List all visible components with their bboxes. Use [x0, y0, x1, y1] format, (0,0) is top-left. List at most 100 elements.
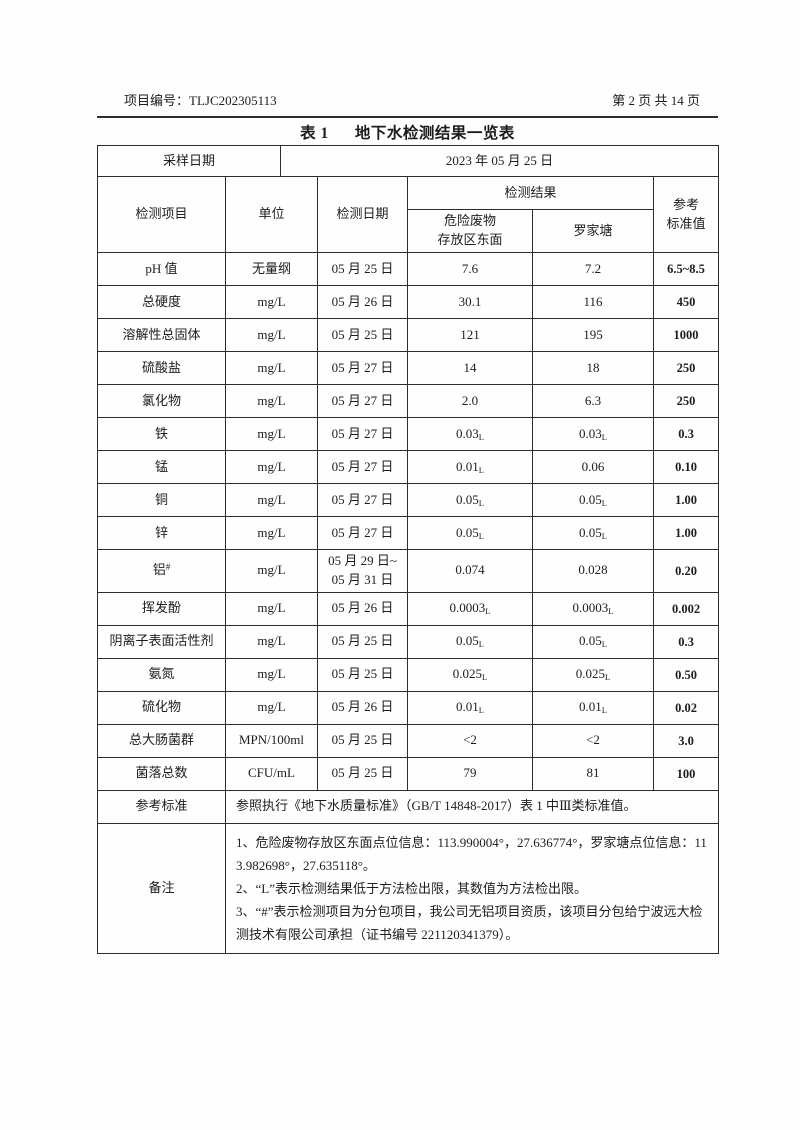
- standard-cell: 1.00: [653, 483, 720, 517]
- below-limit-flag: L: [601, 530, 607, 541]
- unit-cell: mg/L: [225, 690, 318, 725]
- reference-standard-label: 参考标准: [97, 789, 226, 824]
- notes-label: 备注: [97, 822, 226, 955]
- header-row-sites: 危险废物 存放区东面 罗家塘: [98, 209, 719, 253]
- result-site2-cell: 195: [531, 318, 655, 352]
- table-row: 菌落总数 CFU/mL 05 月 25 日 79 81 100: [97, 756, 720, 791]
- unit-cell: CFU/mL: [225, 756, 318, 791]
- standard-cell: 0.3: [653, 624, 720, 659]
- table-title-text: 地下水检测结果一览表: [354, 125, 515, 142]
- below-limit-flag: L: [482, 672, 488, 683]
- below-limit-flag: L: [478, 464, 484, 475]
- result-site1-cell: 0.074: [407, 549, 533, 593]
- table-row: 氨氮 mg/L 05 月 25 日 0.025L 0.025L 0.50: [97, 657, 720, 692]
- table-number: 表 1: [300, 125, 329, 142]
- date-cell: 05 月 25 日: [317, 252, 408, 286]
- date-cell: 05 月 27 日: [317, 516, 408, 550]
- result-site1-cell: 0.01L: [407, 690, 533, 725]
- table-row: 硫化物 mg/L 05 月 26 日 0.01L 0.01L 0.02: [97, 690, 720, 725]
- result-site2-cell: 0.0003L: [531, 591, 655, 626]
- param-name-cell: 菌落总数: [97, 756, 226, 791]
- header-site1: 危险废物 存放区东面: [407, 209, 533, 253]
- standard-cell: 0.002: [653, 591, 720, 626]
- date-cell: 05 月 25 日: [317, 318, 408, 352]
- param-name-cell: 总硬度: [97, 285, 226, 319]
- result-site2-cell: <2: [531, 723, 655, 758]
- standard-cell: 250: [653, 351, 720, 385]
- subcontract-mark: #: [165, 562, 171, 573]
- result-site1-cell: 0.03L: [407, 417, 533, 451]
- table-row: 阴离子表面活性剂 mg/L 05 月 25 日 0.05L 0.05L 0.3: [97, 624, 720, 659]
- unit-cell: mg/L: [225, 624, 318, 659]
- notes-content: 1、危险废物存放区东面点位信息：113.990004°，27.636774°，罗…: [225, 822, 719, 955]
- header-standard-line2: 标准值: [666, 215, 706, 231]
- header-date: 检测日期: [317, 176, 408, 253]
- unit-cell: mg/L: [225, 591, 318, 626]
- below-limit-flag: L: [485, 606, 491, 617]
- result-site2-cell: 0.06: [531, 450, 655, 484]
- param-name-cell: 溶解性总固体: [97, 318, 226, 352]
- document-title: 表 1 地下水检测结果一览表: [97, 118, 718, 145]
- standard-cell: 450: [653, 285, 720, 319]
- result-site2-cell: 0.025L: [531, 657, 655, 692]
- page-indicator: 第 2 页 共 14 页: [612, 93, 700, 108]
- table-row: pH 值 无量纲 05 月 25 日 7.6 7.2 6.5~8.5: [97, 252, 720, 286]
- result-site1-cell: 79: [407, 756, 533, 791]
- table-row: 锌 mg/L 05 月 27 日 0.05L 0.05L 1.00: [97, 516, 720, 550]
- date-cell: 05 月 27 日: [317, 483, 408, 517]
- header-unit: 单位: [225, 176, 318, 253]
- result-site1-cell: 0.05L: [407, 516, 533, 550]
- result-site1-cell: 0.05L: [407, 483, 533, 517]
- param-name-cell: 挥发酚: [97, 591, 226, 626]
- result-site1-cell: 0.025L: [407, 657, 533, 692]
- date-cell: 05 月 26 日: [317, 690, 408, 725]
- param-name-cell: 氯化物: [97, 384, 226, 418]
- notes-row: 备注 1、危险废物存放区东面点位信息：113.990004°，27.636774…: [97, 822, 719, 955]
- param-name-cell: 铝#: [97, 549, 226, 593]
- date-cell: 05 月 26 日: [317, 285, 408, 319]
- sampling-date-label: 采样日期: [97, 145, 281, 177]
- date-cell: 05 月 25 日: [317, 624, 408, 659]
- result-site1-cell: 14: [407, 351, 533, 385]
- standard-cell: 1000: [653, 318, 720, 352]
- header-site2: 罗家塘: [531, 209, 655, 253]
- table-row: 氯化物 mg/L 05 月 27 日 2.0 6.3 250: [97, 384, 720, 418]
- table-row: 铁 mg/L 05 月 27 日 0.03L 0.03L 0.3: [97, 417, 720, 451]
- sampling-date-row: 采样日期 2023 年 05 月 25 日: [97, 145, 719, 177]
- standard-cell: 1.00: [653, 516, 720, 550]
- results-table: 检测项目 单位 检测日期 检测结果 参考 标准值 危险废物 存放区东面 罗家塘 …: [97, 176, 720, 791]
- result-site1-cell: 7.6: [407, 252, 533, 286]
- param-name-cell: pH 值: [97, 252, 226, 286]
- header-standard: 参考 标准值: [653, 176, 720, 253]
- unit-cell: mg/L: [225, 318, 318, 352]
- result-site1-cell: 0.0003L: [407, 591, 533, 626]
- table-row: 溶解性总固体 mg/L 05 月 25 日 121 195 1000: [97, 318, 720, 352]
- header-result-group: 检测结果: [406, 176, 655, 210]
- table-row: 总硬度 mg/L 05 月 26 日 30.1 116 450: [97, 285, 720, 319]
- standard-cell: 0.50: [653, 657, 720, 692]
- header-site1-line2: 存放区东面: [437, 232, 503, 247]
- result-site2-cell: 0.05L: [531, 516, 655, 550]
- date-cell: 05 月 27 日: [317, 417, 408, 451]
- below-limit-flag: L: [601, 639, 607, 650]
- standard-cell: 0.20: [653, 549, 720, 593]
- unit-cell: 无量纲: [225, 252, 318, 286]
- project-number-label: 项目编号：: [124, 93, 190, 108]
- param-name-cell: 阴离子表面活性剂: [97, 624, 226, 659]
- project-number-value: TLJC202305113: [189, 93, 277, 108]
- result-site2-cell: 116: [531, 285, 655, 319]
- result-site2-cell: 0.05L: [531, 624, 655, 659]
- below-limit-flag: L: [601, 497, 607, 508]
- unit-cell: mg/L: [225, 450, 318, 484]
- result-site2-cell: 0.01L: [531, 690, 655, 725]
- below-limit-flag: L: [478, 431, 484, 442]
- result-site2-cell: 0.028: [531, 549, 655, 593]
- project-number: 项目编号：TLJC202305113: [124, 90, 277, 109]
- sampling-date-table: 采样日期 2023 年 05 月 25 日: [97, 145, 719, 177]
- note-line: 3、“#”表示检测项目为分包项目，我公司无铝项目资质，该项目分包给宁波远大检测技…: [236, 904, 703, 943]
- standard-cell: 6.5~8.5: [653, 252, 720, 286]
- reference-standard-text: 参照执行《地下水质量标准》（GB/T 14848-2017）表 1 中Ⅲ类标准值…: [225, 789, 719, 824]
- sampling-date-value: 2023 年 05 月 25 日: [280, 145, 719, 177]
- param-name-cell: 硫酸盐: [97, 351, 226, 385]
